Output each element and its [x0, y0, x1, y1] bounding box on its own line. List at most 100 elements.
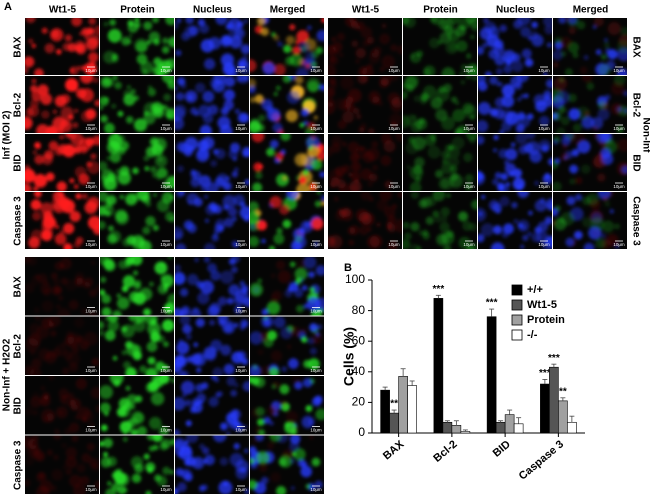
cell	[44, 43, 55, 54]
cell	[538, 139, 551, 152]
cell	[367, 181, 373, 187]
cell	[100, 105, 104, 110]
micrograph: 10μm	[25, 76, 99, 133]
cell	[209, 319, 216, 326]
micrograph: 10μm	[100, 18, 174, 75]
cell	[267, 405, 279, 416]
cell	[184, 399, 192, 407]
cell	[558, 106, 566, 114]
cell	[261, 365, 271, 375]
cell	[466, 76, 471, 80]
cell	[61, 367, 70, 375]
cell	[25, 168, 36, 183]
cell	[531, 21, 538, 29]
scale-bar-label: 10μm	[613, 68, 625, 73]
cells	[478, 134, 552, 191]
cell	[560, 116, 570, 126]
cell	[515, 134, 528, 145]
cell	[267, 442, 275, 449]
cell	[266, 147, 275, 157]
cell	[566, 196, 576, 206]
cell	[379, 66, 385, 72]
cell	[403, 91, 408, 100]
cells	[100, 257, 174, 316]
cells	[175, 76, 249, 133]
column-header: Merged	[573, 5, 609, 16]
cell	[440, 176, 455, 190]
row-label: Bcl-2	[13, 92, 24, 117]
cell	[418, 118, 425, 125]
cell	[74, 108, 79, 113]
significance-label: ***	[548, 353, 560, 364]
cell	[117, 110, 124, 117]
cell	[32, 150, 37, 155]
cell	[303, 359, 312, 369]
cell	[92, 77, 99, 84]
cell	[175, 86, 178, 91]
x-tick-label: BID	[491, 438, 513, 459]
cell	[80, 146, 88, 154]
cell	[169, 469, 174, 475]
cell	[69, 210, 81, 222]
cell	[309, 347, 318, 355]
cells	[25, 18, 99, 75]
cell	[71, 435, 79, 442]
scale-bar-label: 10μm	[160, 184, 172, 189]
cell	[250, 96, 256, 103]
cell	[100, 115, 108, 123]
bar	[389, 412, 399, 434]
cell	[613, 76, 626, 86]
cell	[260, 27, 269, 37]
y-tick-label: 80	[352, 303, 366, 317]
cell	[203, 58, 216, 70]
cell	[108, 225, 114, 232]
cell	[88, 35, 99, 47]
cell	[350, 171, 361, 182]
cell	[233, 167, 239, 173]
cell	[319, 84, 324, 91]
cell	[489, 76, 498, 85]
scale-bar-label: 10μm	[388, 242, 400, 247]
cell	[480, 223, 495, 237]
cell	[359, 225, 369, 236]
significance-label: ***	[539, 368, 551, 379]
cell	[256, 451, 270, 465]
cell	[147, 356, 156, 365]
cell	[250, 282, 263, 297]
cell	[302, 169, 309, 176]
cell	[194, 257, 199, 263]
cell	[123, 401, 133, 411]
cell	[294, 267, 308, 281]
cell	[65, 468, 73, 475]
cell	[279, 454, 293, 468]
cell	[258, 114, 266, 122]
cell	[251, 438, 257, 445]
y-tick-label: 0	[358, 425, 365, 439]
cell	[226, 297, 234, 305]
cell	[330, 143, 341, 153]
error-bar	[569, 415, 575, 423]
cell	[305, 405, 313, 412]
cell	[88, 309, 98, 316]
cell	[195, 82, 206, 93]
cell	[354, 179, 360, 184]
cell	[130, 429, 139, 435]
cell	[282, 176, 287, 181]
cell	[256, 219, 268, 231]
cell	[465, 182, 473, 191]
cell	[410, 222, 420, 232]
cell	[169, 438, 174, 446]
cell	[74, 184, 79, 189]
cell	[203, 242, 216, 249]
cell	[54, 233, 67, 245]
cell	[242, 381, 249, 392]
cell	[505, 182, 511, 187]
cell	[153, 57, 162, 66]
cell	[371, 164, 379, 171]
cell	[301, 336, 308, 343]
cells	[175, 316, 249, 375]
bar	[513, 423, 524, 434]
cell	[279, 204, 290, 215]
cell	[273, 91, 278, 97]
cell	[207, 263, 218, 273]
